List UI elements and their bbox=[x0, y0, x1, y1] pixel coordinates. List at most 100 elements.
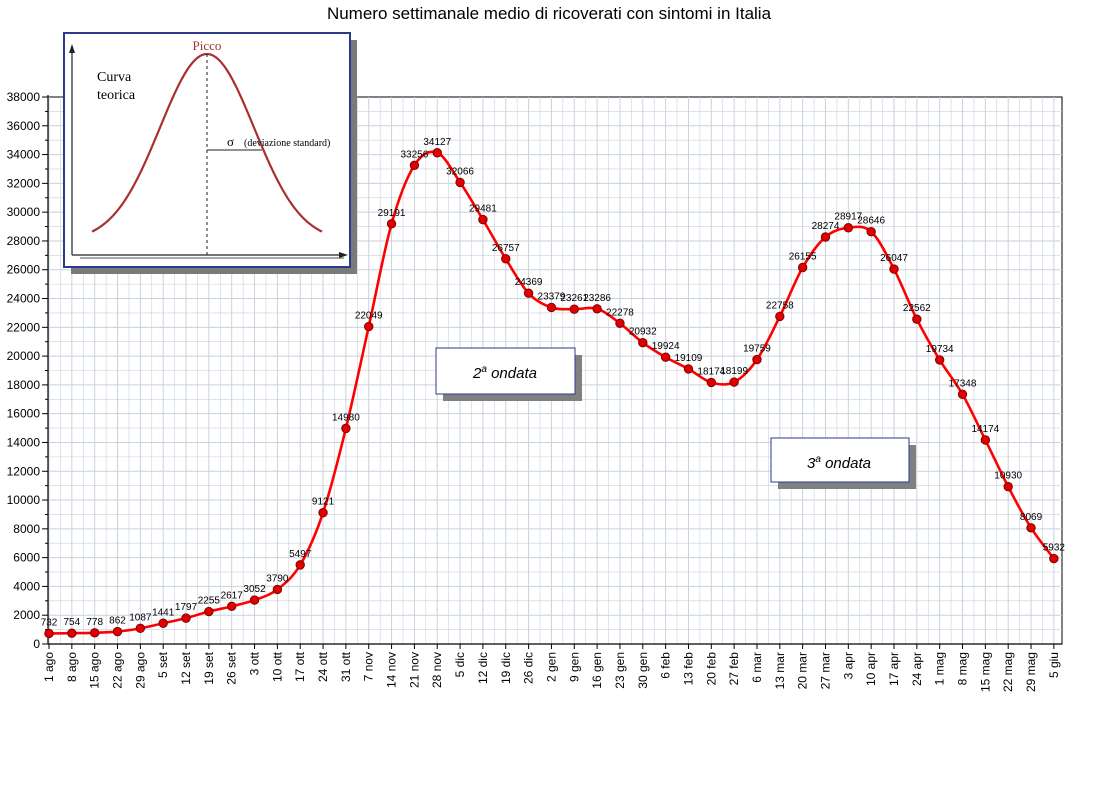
data-point bbox=[341, 423, 351, 434]
x-tick-label: 27 feb bbox=[727, 652, 741, 686]
inset-theoretical-curve: Picco Curva teorica σ (deviazione standa… bbox=[63, 32, 357, 274]
y-tick-label: 10000 bbox=[7, 493, 41, 507]
data-label: 1087 bbox=[129, 612, 152, 623]
x-tick-label: 10 apr bbox=[864, 652, 878, 686]
x-tick-label: 22 ago bbox=[111, 652, 125, 689]
chart-title: Numero settimanale medio di ricoverati c… bbox=[327, 4, 772, 23]
y-tick-label: 12000 bbox=[7, 464, 41, 478]
x-tick-label: 26 dic bbox=[522, 652, 536, 684]
x-tick-label: 19 dic bbox=[499, 652, 513, 684]
inset-sigma-text: (deviazione standard) bbox=[244, 138, 330, 149]
data-point bbox=[957, 389, 968, 399]
data-label: 2255 bbox=[198, 596, 221, 607]
x-tick-label: 22 mag bbox=[1001, 652, 1015, 692]
data-label: 1797 bbox=[175, 602, 198, 613]
data-point bbox=[706, 377, 716, 388]
data-point bbox=[569, 304, 579, 314]
data-label: 1441 bbox=[152, 607, 175, 618]
x-tick-label: 17 apr bbox=[887, 652, 901, 686]
data-label: 778 bbox=[86, 617, 103, 628]
data-point bbox=[227, 601, 237, 612]
annotation-box bbox=[770, 437, 910, 483]
x-tick-label: 9 gen bbox=[567, 652, 581, 682]
series-line bbox=[48, 150, 1055, 635]
data-point bbox=[592, 304, 602, 314]
data-point bbox=[318, 508, 328, 518]
y-tick-label: 18000 bbox=[7, 378, 41, 392]
data-point bbox=[546, 302, 557, 313]
data-label: 32066 bbox=[446, 166, 474, 177]
annotation-text: 2a ondata bbox=[472, 364, 537, 382]
data-label: 5497 bbox=[289, 549, 312, 560]
data-label: 22278 bbox=[606, 307, 634, 318]
data-label: 22562 bbox=[903, 303, 931, 314]
data-point bbox=[89, 628, 100, 638]
x-tick-label: 6 feb bbox=[659, 652, 673, 679]
data-label: 22049 bbox=[355, 311, 383, 322]
data-point bbox=[249, 595, 260, 605]
y-tick-label: 38000 bbox=[7, 90, 41, 104]
x-tick-label: 10 ott bbox=[270, 651, 284, 682]
x-tick-label: 17 ott bbox=[293, 651, 307, 682]
data-point bbox=[204, 606, 214, 617]
x-tick-label: 20 feb bbox=[704, 652, 718, 686]
x-tick-label: 3 apr bbox=[841, 652, 855, 679]
y-tick-label: 6000 bbox=[13, 551, 40, 565]
data-point bbox=[683, 364, 694, 374]
data-label: 5932 bbox=[1043, 543, 1066, 554]
data-point bbox=[775, 311, 785, 322]
data-point bbox=[1049, 553, 1059, 564]
data-label: 23286 bbox=[583, 293, 611, 304]
x-tick-label: 5 set bbox=[156, 651, 170, 678]
x-tick-label: 31 ott bbox=[339, 651, 353, 682]
data-label: 28917 bbox=[834, 212, 862, 223]
x-tick-label: 7 nov bbox=[362, 652, 376, 681]
data-point bbox=[386, 219, 397, 229]
data-label: 34127 bbox=[423, 137, 451, 148]
data-label: 20932 bbox=[629, 327, 657, 338]
y-tick-label: 4000 bbox=[13, 579, 40, 593]
data-label: 28274 bbox=[812, 221, 840, 232]
annotation-box-3a-ondata: 3a ondata bbox=[770, 437, 916, 489]
x-tick-label: 20 mar bbox=[796, 652, 810, 689]
y-tick-label: 20000 bbox=[7, 349, 41, 363]
data-label: 28646 bbox=[857, 216, 885, 227]
data-label: 24369 bbox=[515, 277, 543, 288]
data-label: 29191 bbox=[378, 208, 406, 219]
y-tick-label: 26000 bbox=[7, 263, 41, 277]
data-point bbox=[1026, 523, 1036, 533]
data-label: 29481 bbox=[469, 204, 497, 215]
x-tick-label: 6 mar bbox=[750, 652, 764, 683]
x-tick-label: 19 set bbox=[202, 651, 216, 684]
data-label: 9121 bbox=[312, 497, 335, 508]
data-point bbox=[112, 626, 123, 637]
data-point bbox=[638, 337, 648, 348]
data-point bbox=[478, 214, 488, 225]
y-tick-label: 36000 bbox=[7, 119, 41, 133]
data-label: 14174 bbox=[971, 424, 999, 435]
data-point bbox=[660, 352, 671, 362]
inset-curve-label-line2: teorica bbox=[97, 88, 136, 103]
x-tick-label: 14 nov bbox=[385, 652, 399, 688]
data-label: 26757 bbox=[492, 243, 520, 254]
data-label: 19924 bbox=[652, 341, 680, 352]
y-tick-label: 8000 bbox=[13, 522, 40, 536]
x-tick-label: 23 gen bbox=[613, 652, 627, 689]
x-tick-label: 3 ott bbox=[248, 651, 262, 675]
x-tick-label: 29 ago bbox=[133, 652, 147, 689]
data-point bbox=[820, 232, 831, 242]
data-point bbox=[272, 584, 283, 595]
data-point bbox=[364, 321, 374, 332]
data-point bbox=[455, 177, 465, 188]
y-tick-label: 2000 bbox=[13, 608, 40, 622]
data-label: 18174 bbox=[697, 366, 725, 377]
data-label: 3790 bbox=[266, 573, 289, 584]
data-point bbox=[409, 160, 420, 170]
data-point bbox=[866, 226, 876, 237]
y-tick-label: 16000 bbox=[7, 407, 41, 421]
data-label: 17348 bbox=[949, 378, 977, 389]
data-label: 3052 bbox=[243, 584, 266, 595]
y-tick-label: 0 bbox=[33, 637, 40, 651]
x-tick-label: 1 ago bbox=[42, 652, 56, 682]
